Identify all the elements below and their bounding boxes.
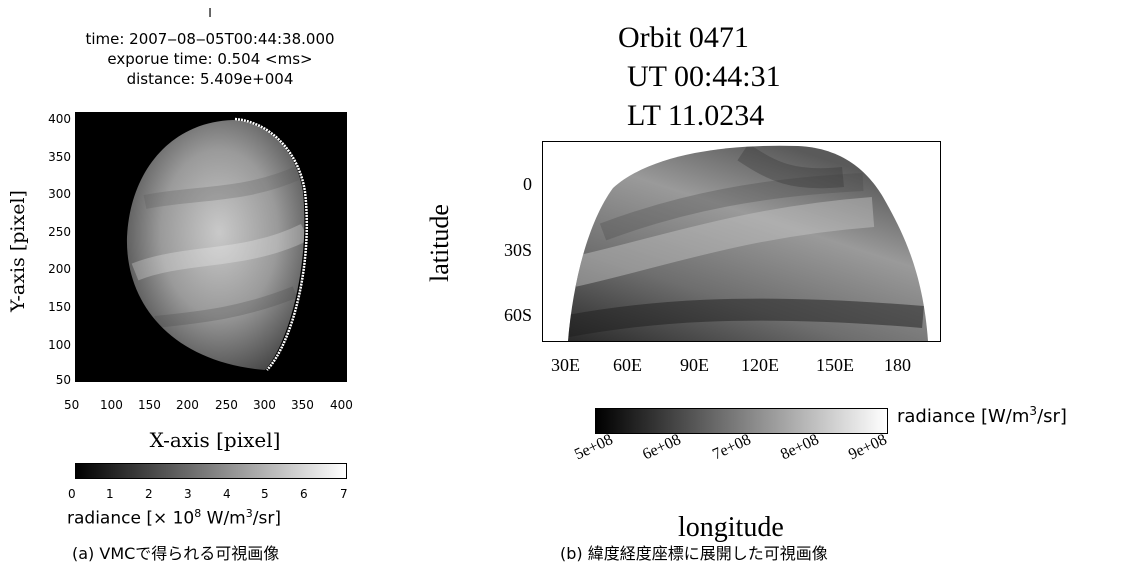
- x-axis-label-b: longitude: [678, 512, 784, 543]
- x-axis-label: X-axis [pixel]: [149, 428, 281, 452]
- x-tick-b: 150E: [816, 355, 854, 375]
- header-time: time: 2007‒08‒05T00:44:38.000: [85, 30, 335, 48]
- y-axis-label-b: latitude: [425, 204, 454, 282]
- colorbar-tick: 2: [145, 487, 153, 501]
- y-tick: 50: [55, 373, 71, 387]
- y-tick: 350: [48, 150, 71, 164]
- y-tick-b: 60S: [503, 305, 532, 325]
- y-axis-label: Y-axis [pixel]: [7, 190, 29, 312]
- colorbar-a: [75, 463, 347, 479]
- x-tick-b: 120E: [741, 355, 779, 375]
- colorbar-tick: 0: [68, 487, 76, 501]
- venus-disk-image: [75, 112, 347, 382]
- colorbar-tick: 1: [106, 487, 114, 501]
- x-tick: 250: [215, 398, 238, 412]
- x-tick-b: 90E: [680, 355, 709, 375]
- colorbar-b: [595, 408, 888, 434]
- colorbar-tick: 3: [184, 487, 192, 501]
- header-exposure: exporue time: 0.504 <ms>: [107, 50, 313, 68]
- title-orbit: Orbit 0471: [618, 21, 749, 54]
- x-tick: 150: [138, 398, 161, 412]
- y-tick: 150: [48, 300, 71, 314]
- colorbar-tick-b: 7e+08: [710, 431, 754, 464]
- y-tick-b: 0: [523, 174, 532, 194]
- colorbar-tick: 7: [340, 487, 348, 501]
- x-tick: 400: [330, 398, 353, 412]
- x-tick-b: 180: [884, 355, 911, 375]
- x-tick-b: 60E: [613, 355, 642, 375]
- colorbar-tick-b: 8e+08: [778, 431, 822, 464]
- colorbar-tick: 6: [300, 487, 308, 501]
- colorbar-label-a: radiance [× 108 W/m3/sr]: [67, 507, 281, 529]
- header-distance: distance: 5.409e+004: [126, 70, 294, 88]
- colorbar-label-b: radiance [W/m3/sr]: [897, 404, 1067, 427]
- y-tick: 400: [48, 112, 71, 126]
- y-tick: 250: [48, 225, 71, 239]
- y-tick: 100: [48, 338, 71, 352]
- caption-b: (b) 緯度経度座標に展開した可視画像: [560, 544, 828, 563]
- colorbar-tick-b: 9e+08: [846, 431, 890, 464]
- y-tick: 300: [48, 187, 71, 201]
- title-lt: LT 11.0234: [627, 99, 765, 132]
- header-mark: I: [208, 6, 212, 20]
- x-tick: 100: [100, 398, 123, 412]
- colorbar-tick: 4: [223, 487, 231, 501]
- x-tick: 50: [64, 398, 80, 412]
- colorbar-tick-b: 6e+08: [640, 431, 684, 464]
- colorbar-tick-b: 5e+08: [572, 431, 616, 464]
- x-tick-b: 30E: [551, 355, 580, 375]
- caption-a: (a) VMCで得られる可視画像: [72, 544, 280, 563]
- latlon-map-image: [542, 141, 941, 342]
- x-tick: 300: [253, 398, 276, 412]
- title-ut: UT 00:44:31: [627, 60, 781, 93]
- y-tick-b: 30S: [503, 240, 532, 260]
- colorbar-tick: 5: [261, 487, 269, 501]
- x-tick: 200: [176, 398, 199, 412]
- x-tick: 350: [291, 398, 314, 412]
- y-tick: 200: [48, 262, 71, 276]
